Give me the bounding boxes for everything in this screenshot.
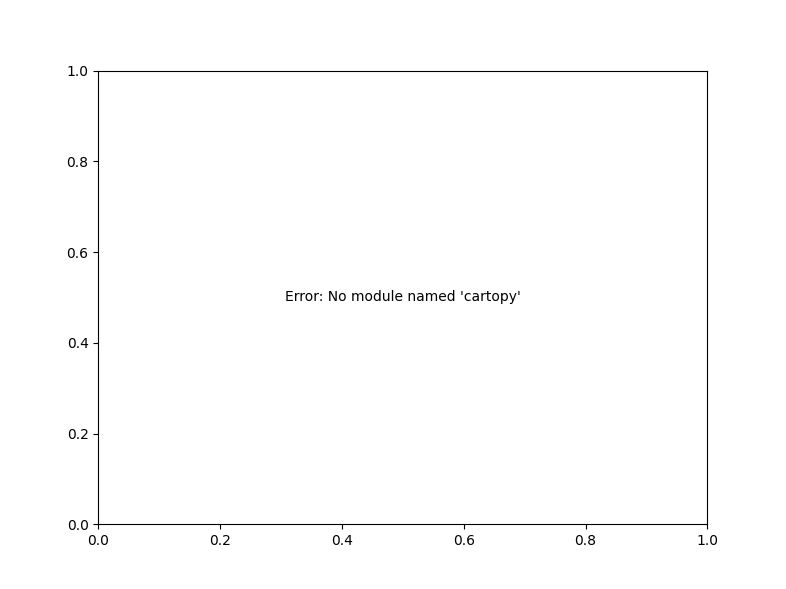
Text: Error: No module named 'cartopy': Error: No module named 'cartopy' [285,290,521,305]
